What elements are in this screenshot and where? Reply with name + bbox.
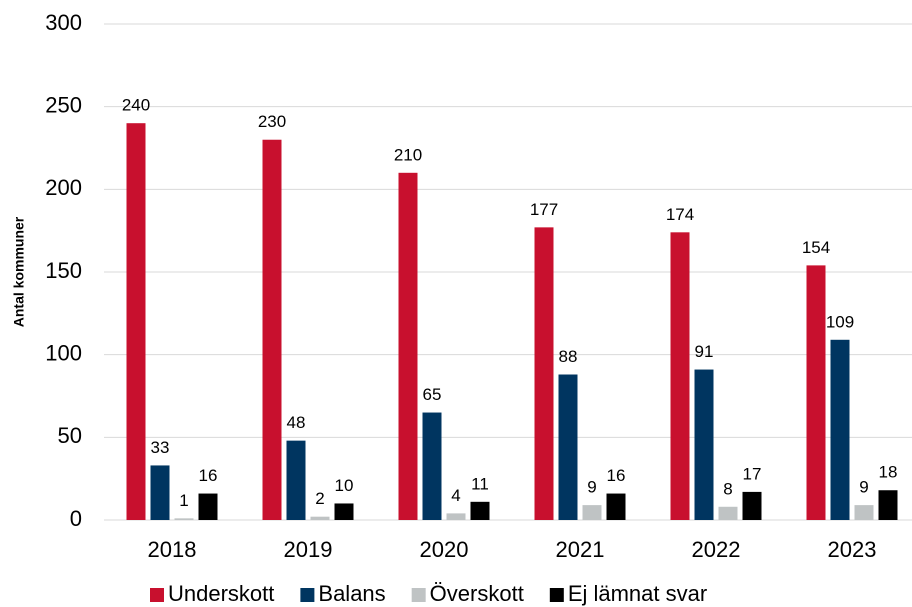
legend-label: Överskott [430, 581, 524, 606]
x-tick-label: 2021 [556, 537, 605, 562]
x-tick-label: 2022 [692, 537, 741, 562]
bar [470, 501, 490, 520]
legend-label: Balans [318, 581, 385, 606]
bar [694, 369, 714, 520]
value-label: 16 [607, 466, 626, 485]
bar [150, 465, 170, 520]
bar [422, 412, 442, 520]
legend-swatch [411, 588, 426, 602]
value-label: 48 [287, 413, 306, 432]
value-label: 174 [666, 205, 694, 224]
x-tick-label: 2018 [148, 537, 197, 562]
bar [806, 265, 826, 520]
bar [606, 493, 626, 520]
bar [334, 503, 354, 520]
bar [718, 506, 738, 520]
y-tick-label: 50 [58, 423, 82, 448]
value-label: 2 [315, 489, 324, 508]
value-label: 210 [394, 145, 422, 164]
bar [878, 490, 898, 520]
y-tick-label: 150 [45, 258, 82, 283]
value-label: 4 [451, 486, 460, 505]
value-label: 109 [826, 312, 854, 331]
bar [286, 440, 306, 520]
value-label: 10 [335, 476, 354, 495]
y-tick-label: 250 [45, 92, 82, 117]
x-tick-label: 2023 [828, 537, 877, 562]
legend-swatch [300, 588, 315, 602]
legend-swatch [150, 588, 164, 602]
y-tick-label: 100 [45, 340, 82, 365]
bar [854, 505, 874, 520]
bar [262, 139, 282, 520]
bar [310, 516, 330, 520]
value-label: 65 [423, 385, 442, 404]
value-label: 154 [802, 238, 830, 257]
bar [398, 172, 418, 521]
y-tick-label: 200 [45, 175, 82, 200]
bar [534, 227, 554, 521]
value-label: 33 [151, 438, 170, 457]
y-tick-label: 300 [45, 10, 82, 35]
value-label: 9 [587, 478, 596, 497]
bar [558, 374, 578, 520]
value-label: 1 [179, 491, 188, 510]
bar [582, 505, 602, 520]
value-label: 17 [743, 464, 762, 483]
value-label: 88 [559, 347, 578, 366]
value-label: 8 [723, 479, 732, 498]
value-label: 16 [199, 466, 218, 485]
value-label: 91 [695, 342, 714, 361]
bar [126, 123, 146, 520]
bar [446, 513, 466, 520]
bar [830, 339, 850, 520]
bar [198, 493, 218, 520]
legend-swatch [549, 588, 564, 602]
legend-label: Ej lämnat svar [568, 581, 707, 606]
bar [174, 518, 194, 520]
value-label: 230 [258, 112, 286, 131]
value-label: 9 [859, 478, 868, 497]
x-tick-label: 2020 [420, 537, 469, 562]
x-tick-label: 2019 [284, 537, 333, 562]
value-label: 11 [471, 474, 489, 493]
y-tick-label: 0 [70, 506, 82, 531]
y-axis-label: Antal kommuner [11, 216, 27, 327]
value-label: 177 [530, 200, 558, 219]
legend-label: Underskott [168, 581, 274, 606]
bar [670, 232, 690, 520]
value-label: 18 [879, 463, 898, 482]
bar [742, 491, 762, 520]
value-label: 240 [122, 96, 150, 115]
